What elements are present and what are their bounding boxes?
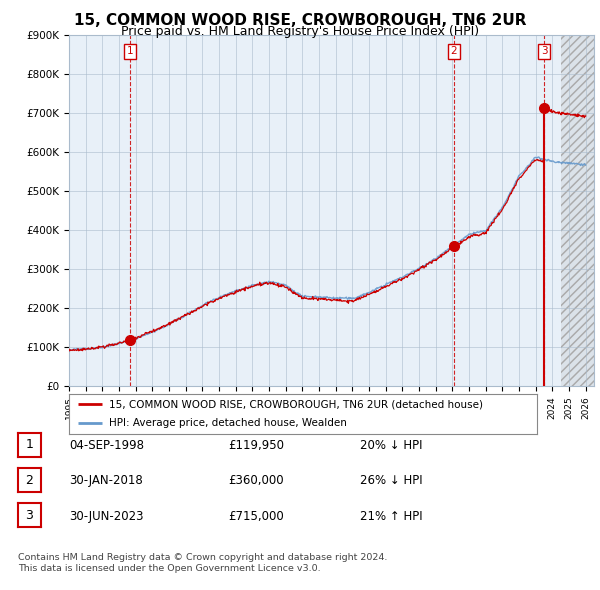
Text: 3: 3 bbox=[25, 509, 34, 522]
Text: Contains HM Land Registry data © Crown copyright and database right 2024.
This d: Contains HM Land Registry data © Crown c… bbox=[18, 553, 388, 573]
Text: 30-JUN-2023: 30-JUN-2023 bbox=[69, 510, 143, 523]
Text: £360,000: £360,000 bbox=[228, 474, 284, 487]
Bar bbox=[560, 35, 594, 386]
Text: 20% ↓ HPI: 20% ↓ HPI bbox=[360, 439, 422, 452]
Text: Price paid vs. HM Land Registry's House Price Index (HPI): Price paid vs. HM Land Registry's House … bbox=[121, 25, 479, 38]
Text: £119,950: £119,950 bbox=[228, 439, 284, 452]
Text: 15, COMMON WOOD RISE, CROWBOROUGH, TN6 2UR: 15, COMMON WOOD RISE, CROWBOROUGH, TN6 2… bbox=[74, 13, 526, 28]
Bar bbox=[560, 35, 594, 386]
Text: HPI: Average price, detached house, Wealden: HPI: Average price, detached house, Weal… bbox=[109, 418, 347, 428]
Text: £715,000: £715,000 bbox=[228, 510, 284, 523]
Text: 1: 1 bbox=[25, 438, 34, 451]
Text: 26% ↓ HPI: 26% ↓ HPI bbox=[360, 474, 422, 487]
Text: 2: 2 bbox=[25, 474, 34, 487]
Text: 30-JAN-2018: 30-JAN-2018 bbox=[69, 474, 143, 487]
Text: 21% ↑ HPI: 21% ↑ HPI bbox=[360, 510, 422, 523]
Text: 15, COMMON WOOD RISE, CROWBOROUGH, TN6 2UR (detached house): 15, COMMON WOOD RISE, CROWBOROUGH, TN6 2… bbox=[109, 399, 483, 409]
Text: 04-SEP-1998: 04-SEP-1998 bbox=[69, 439, 144, 452]
Text: 1: 1 bbox=[127, 46, 133, 56]
Text: 3: 3 bbox=[541, 46, 547, 56]
Text: 2: 2 bbox=[451, 46, 457, 56]
